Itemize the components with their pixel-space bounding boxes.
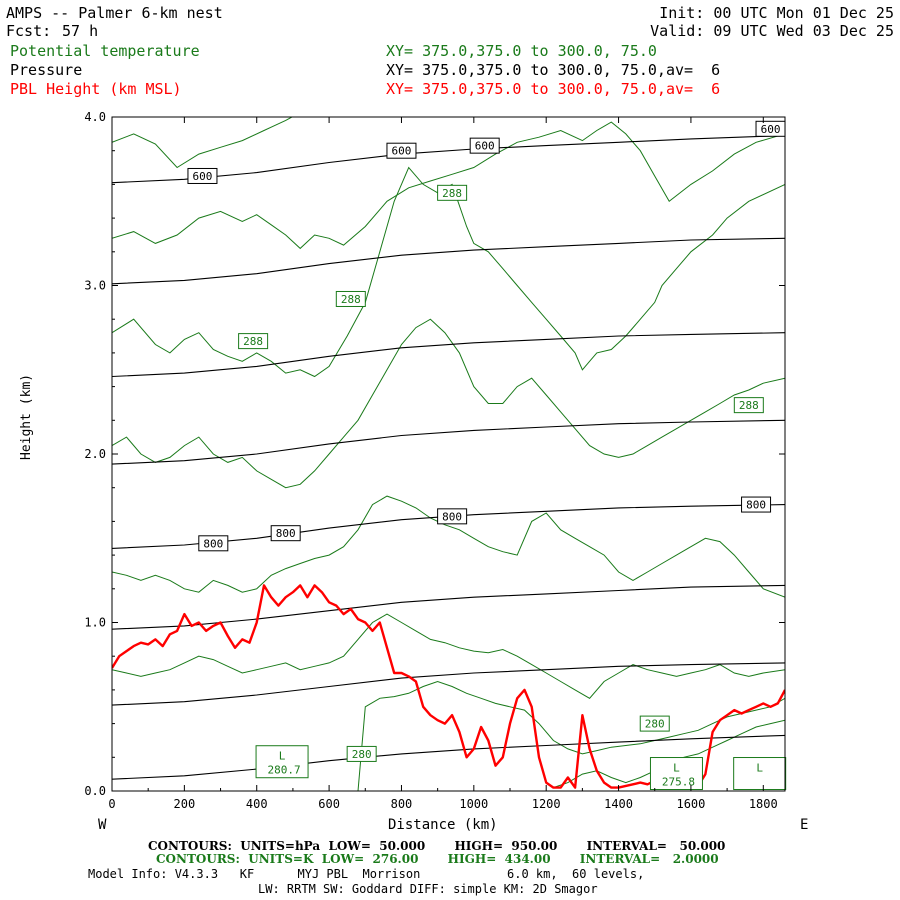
svg-text:280.7: 280.7 xyxy=(267,764,300,777)
field-name-pbl: PBL Height (km MSL) xyxy=(10,80,182,98)
svg-text:600: 600 xyxy=(475,140,495,153)
svg-text:L: L xyxy=(756,762,763,775)
east-end-label: E xyxy=(800,817,809,833)
theta-contour-label-4: 280 xyxy=(346,745,377,762)
forecast-value: 57 h xyxy=(62,22,99,40)
svg-text:800: 800 xyxy=(276,527,296,540)
y-axis-label: Height (km) xyxy=(19,373,34,460)
footer-model-info: Model Info: V4.3.3 KF MYJ PBL Morrison 6… xyxy=(88,867,645,881)
svg-text:288: 288 xyxy=(341,293,361,306)
west-end-label: W xyxy=(98,817,107,833)
pressure-contour-label-7: 800 xyxy=(741,496,772,513)
x-tick-label: 800 xyxy=(391,797,413,811)
y-tick-label: 3.0 xyxy=(84,279,106,293)
svg-text:L: L xyxy=(673,762,680,775)
svg-text:275.8: 275.8 xyxy=(662,776,695,789)
svg-text:280: 280 xyxy=(645,718,665,731)
svg-text:800: 800 xyxy=(203,537,223,550)
svg-text:280: 280 xyxy=(352,748,372,761)
field-name-pressure: Pressure xyxy=(10,61,83,79)
svg-text:288: 288 xyxy=(739,399,759,412)
field-xy-theta: XY= 375.0,375.0 to 300.0, 75.0 xyxy=(386,42,657,60)
theta-contour-label-3: 288 xyxy=(733,397,764,414)
x-tick-label: 1800 xyxy=(749,797,778,811)
field-xy-pbl: XY= 375.0,375.0 to 300.0, 75.0,av= 6 xyxy=(386,80,721,98)
theta-contour-line-0 xyxy=(112,117,293,169)
theta-contour-line-4 xyxy=(112,495,785,598)
x-tick-label: 0 xyxy=(108,797,115,811)
pressure-contour-line-1 xyxy=(112,662,785,706)
x-axis-label: Distance (km) xyxy=(388,817,498,833)
theta-contour-line-1 xyxy=(112,121,785,250)
theta-contour-line-6 xyxy=(357,680,785,791)
theta-contour-label-5: 280 xyxy=(639,715,670,732)
contour-labels: 600 600 600 600 800 800 800 800 288 288 288 288 280 2… xyxy=(187,120,787,791)
pressure-contour-line-5 xyxy=(112,332,785,378)
footer-physics-info: LW: RRTM SW: Goddard DIFF: simple KM: 2D… xyxy=(258,882,598,896)
theta-minimum-box-2: L xyxy=(733,757,787,791)
field-xy-pressure: XY= 375.0,375.0 to 300.0, 75.0,av= 6 xyxy=(386,61,721,79)
svg-text:288: 288 xyxy=(442,187,462,200)
theta-contour-line-5 xyxy=(112,613,785,699)
x-tick-label: 600 xyxy=(318,797,340,811)
theta-contour-line-3 xyxy=(112,318,785,489)
pressure-contour-line-2 xyxy=(112,584,785,630)
theta-contour-label-1: 288 xyxy=(335,290,366,307)
pressure-contour-line-4 xyxy=(112,419,785,465)
pressure-contours xyxy=(112,134,785,780)
theta-contours xyxy=(112,117,785,791)
svg-text:600: 600 xyxy=(193,170,213,183)
pressure-contour-label-6: 800 xyxy=(437,508,468,525)
pressure-contour-label-5: 800 xyxy=(270,525,301,542)
valid-time: Valid: 09 UTC Wed 03 Dec 25 xyxy=(650,22,894,40)
pressure-contour-label-1: 600 xyxy=(386,142,417,159)
y-tick-label: 4.0 xyxy=(84,110,106,124)
init-time: Init: 00 UTC Mon 01 Dec 25 xyxy=(659,4,894,22)
field-name-theta: Potential temperature xyxy=(10,42,200,60)
svg-text:600: 600 xyxy=(761,123,781,136)
y-tick-label: 2.0 xyxy=(84,447,106,461)
y-tick-label: 1.0 xyxy=(84,616,106,630)
svg-text:288: 288 xyxy=(243,335,263,348)
pressure-contour-label-4: 800 xyxy=(198,535,229,552)
pressure-contour-label-0: 600 xyxy=(187,167,218,184)
x-tick-label: 200 xyxy=(174,797,196,811)
axes: 0 200 400 600 800 1000 1200 1400 1600 1800 0.0 1.0 2… xyxy=(84,110,786,811)
theta-contour-line-2 xyxy=(112,166,785,378)
y-tick-label: 0.0 xyxy=(84,784,106,798)
svg-text:L: L xyxy=(279,750,286,763)
pressure-contour-label-3: 600 xyxy=(755,120,786,137)
pressure-contour-label-2: 600 xyxy=(469,137,500,154)
x-tick-label: 400 xyxy=(246,797,268,811)
x-tick-label: 1000 xyxy=(459,797,488,811)
app-title: AMPS -- Palmer 6-km nest xyxy=(6,4,223,22)
theta-contour-label-0: 288 xyxy=(437,184,468,201)
pressure-contour-line-6 xyxy=(112,237,785,285)
x-tick-label: 1600 xyxy=(676,797,705,811)
footer-pressure-contours: CONTOURS: UNITS=hPa LOW= 50.000 HIGH= 95… xyxy=(148,839,726,853)
footer-theta-contours: CONTOURS: UNITS=K LOW= 276.00 HIGH= 434.… xyxy=(156,852,719,866)
pressure-contour-line-7 xyxy=(112,134,785,184)
svg-text:800: 800 xyxy=(746,499,766,512)
forecast-label: Fcst: xyxy=(6,22,52,40)
svg-text:800: 800 xyxy=(442,510,462,523)
pressure-contour-line-0 xyxy=(112,734,785,780)
svg-text:600: 600 xyxy=(392,145,412,158)
x-tick-label: 1200 xyxy=(532,797,561,811)
theta-contour-label-2: 288 xyxy=(238,333,269,350)
x-tick-label: 1400 xyxy=(604,797,633,811)
